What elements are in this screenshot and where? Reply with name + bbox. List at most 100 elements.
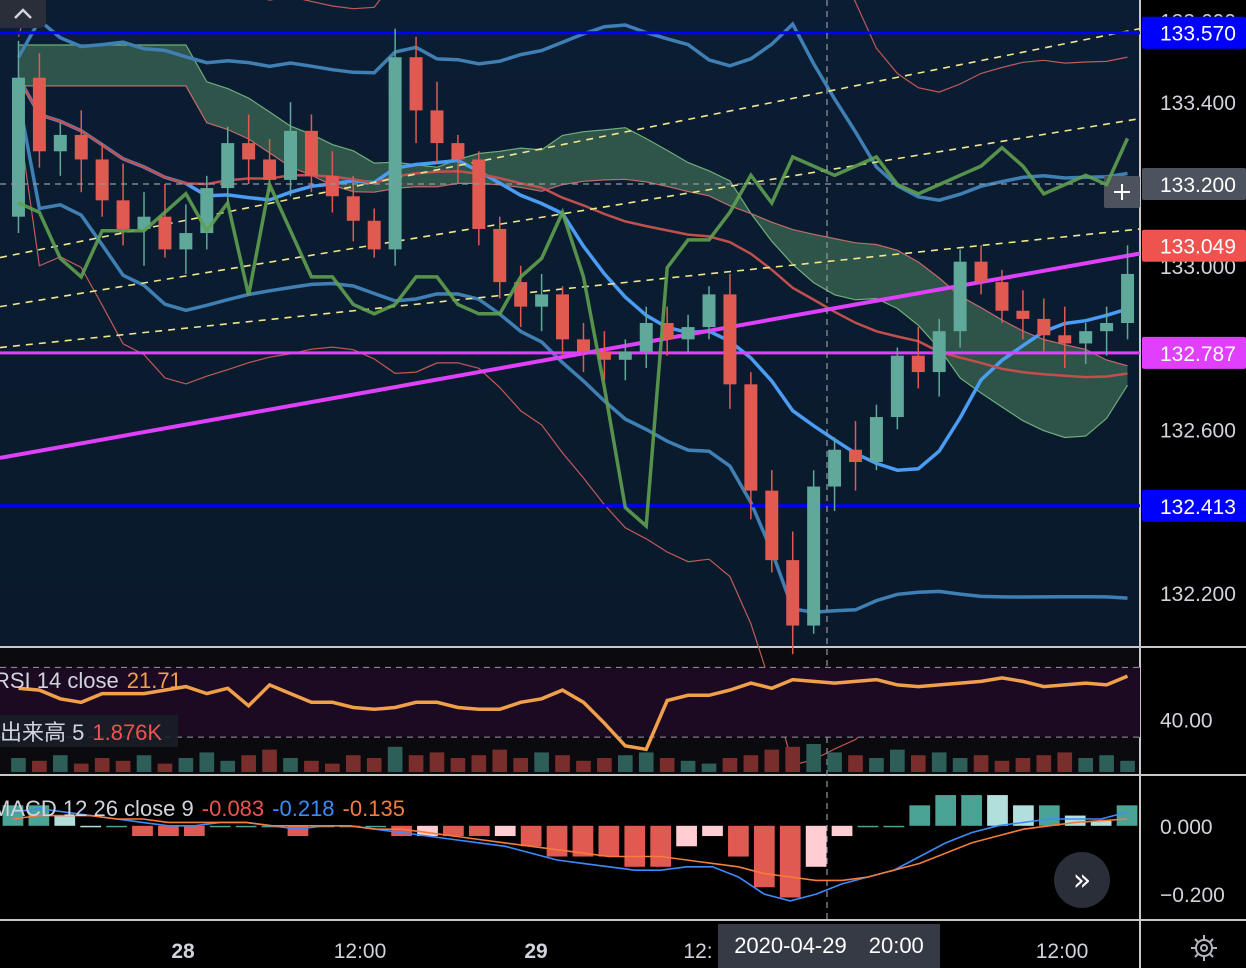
candle-body xyxy=(723,294,737,385)
volume-bar xyxy=(241,755,256,772)
volume-bar xyxy=(450,758,466,772)
candle-body xyxy=(618,351,632,360)
volume-bar xyxy=(764,749,780,772)
plus-icon xyxy=(1104,176,1140,208)
candle-body xyxy=(890,355,904,418)
macd-histogram-bar xyxy=(158,825,179,837)
volume-bar xyxy=(576,760,591,772)
volume-bar xyxy=(931,752,947,772)
macd-histogram-bar xyxy=(1013,805,1034,826)
price-tick-label: 132.200 xyxy=(1160,583,1236,606)
double-chevron-right-icon: » xyxy=(1072,862,1092,898)
candle-body xyxy=(451,143,465,160)
macd-histogram-bar xyxy=(702,825,723,837)
macd-value: -0.083 xyxy=(201,796,265,821)
macd-histogram-bar xyxy=(1038,805,1060,826)
price-tag-label: 132.787 xyxy=(1160,343,1236,366)
macd-histogram-bar xyxy=(598,825,620,857)
candle-body xyxy=(284,130,297,180)
volume-bar xyxy=(345,755,361,772)
candle-body xyxy=(1016,310,1030,319)
macd-value: -0.218 xyxy=(272,796,335,821)
candle-body xyxy=(1058,335,1072,344)
volume-bar xyxy=(973,755,989,772)
volume-bar xyxy=(743,755,759,772)
candle-body xyxy=(514,282,528,307)
rsi-band xyxy=(0,667,1140,738)
rsi-line xyxy=(18,674,1129,752)
candle-body xyxy=(367,220,381,250)
volume-bar xyxy=(534,752,549,772)
price-tick-label: 132.600 xyxy=(1160,419,1236,442)
macd-histogram-bar xyxy=(676,825,697,847)
macd-histogram-bar xyxy=(805,825,827,867)
candle-body xyxy=(869,417,883,463)
candle-body xyxy=(597,351,611,360)
volume-bar xyxy=(304,760,319,772)
candle-body xyxy=(346,196,360,221)
price-tag-label: 133.049 xyxy=(1160,236,1236,259)
volume-bar xyxy=(722,758,738,772)
volume-bar xyxy=(325,763,340,772)
macd-legend: MACD 12 26 close 9 -0.083 -0.218 -0.135 xyxy=(0,796,413,822)
volume-bar xyxy=(1099,755,1114,772)
volume-bar xyxy=(555,755,570,772)
volume-bar xyxy=(73,763,89,772)
gear-icon[interactable] xyxy=(1186,932,1222,964)
candle-body xyxy=(828,449,842,487)
volume-bar xyxy=(115,760,131,772)
candle-body xyxy=(702,294,716,328)
price-tag: 133.570 xyxy=(1142,16,1246,49)
volume-bar xyxy=(366,758,382,772)
volume-bar xyxy=(701,763,717,772)
volume-bar xyxy=(429,752,445,772)
scroll-to-realtime-button[interactable]: » xyxy=(1054,852,1110,908)
candle-body xyxy=(995,282,1009,311)
channel-line xyxy=(0,228,1141,349)
volume-bar xyxy=(680,760,696,772)
candle-body xyxy=(911,355,925,373)
envelope-upper xyxy=(17,0,1128,93)
macd-histogram-bar xyxy=(209,825,231,828)
candle-body xyxy=(807,486,821,626)
volume-bar xyxy=(220,760,236,772)
candle-body xyxy=(535,294,549,307)
volume-value: 1.876K xyxy=(92,720,163,745)
volume-bar xyxy=(869,758,884,772)
rsi-label: RSI 14 close xyxy=(0,668,119,693)
candle-body xyxy=(974,261,988,283)
macd-histogram-bar xyxy=(572,825,594,857)
macd-histogram-bar xyxy=(520,825,542,847)
candle-body xyxy=(95,159,109,201)
volume-bar xyxy=(827,752,842,772)
cursor-date: 2020-04-29 xyxy=(734,933,847,958)
price-axis-bg xyxy=(1140,0,1246,968)
macd-histogram-bar xyxy=(1064,815,1086,826)
volume-bar xyxy=(617,755,633,772)
macd-tick-label: 0.000 xyxy=(1160,816,1213,839)
cloud-span-b xyxy=(18,85,1128,367)
candle-body xyxy=(1100,323,1114,332)
volume-bar xyxy=(32,760,47,772)
candle-body xyxy=(1079,331,1093,344)
candle-body xyxy=(116,200,130,229)
candle-body xyxy=(11,77,25,217)
volume-bar xyxy=(597,758,612,772)
volume-bar xyxy=(387,746,403,772)
volume-bar xyxy=(283,758,298,772)
candle-body xyxy=(74,134,88,160)
macd-histogram-bar xyxy=(909,805,931,826)
candle-body xyxy=(409,57,423,111)
volume-bar xyxy=(890,749,905,772)
candle-body xyxy=(472,159,486,229)
macd-histogram-bar xyxy=(857,825,879,828)
volume-bar xyxy=(952,758,968,772)
macd-histogram-bar xyxy=(624,825,646,867)
macd-histogram-bar xyxy=(650,825,672,867)
candle-body xyxy=(953,261,967,332)
candle-body xyxy=(179,233,193,250)
collapse-button[interactable] xyxy=(0,0,46,28)
candle-body xyxy=(158,216,172,250)
volume-bar xyxy=(513,758,529,772)
